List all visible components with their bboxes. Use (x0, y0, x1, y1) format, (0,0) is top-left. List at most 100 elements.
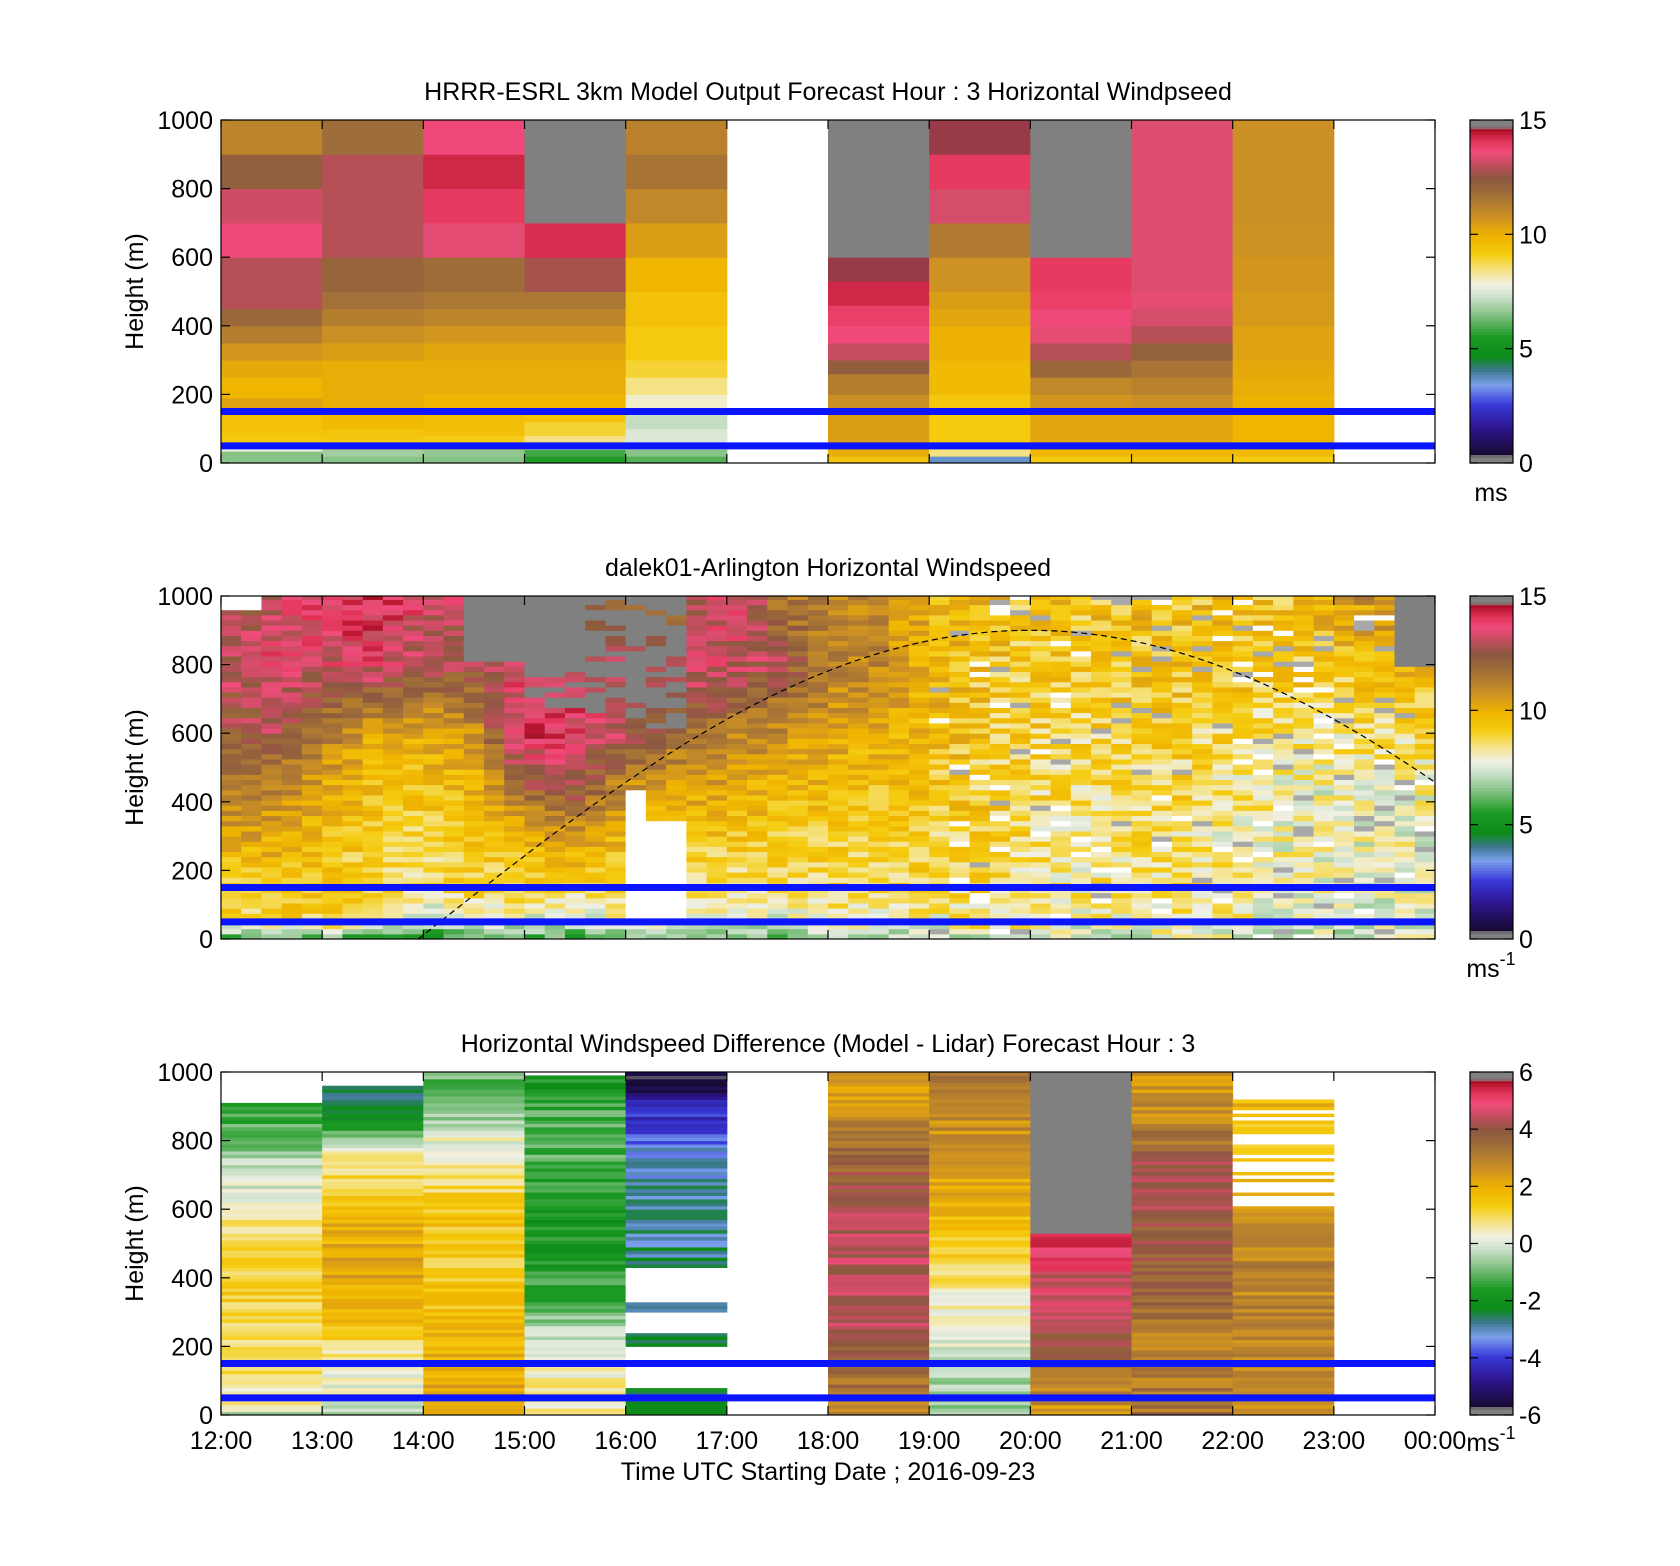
heatmap-cell (1253, 831, 1274, 837)
heatmap-cell (1030, 309, 1132, 327)
heatmap-cell (646, 800, 667, 806)
heatmap-cell (949, 872, 970, 878)
heatmap-cell (1314, 898, 1335, 904)
heatmap-cell (403, 764, 424, 770)
heatmap-cell (1030, 718, 1051, 724)
heatmap-cell (1293, 903, 1314, 909)
heatmap-cell (929, 671, 950, 677)
heatmap-cell (727, 692, 748, 698)
heatmap-cell (1233, 816, 1254, 822)
heatmap-cell (261, 610, 282, 616)
heatmap-cell (767, 610, 788, 616)
heatmap-cell (646, 810, 667, 816)
heatmap-cell (1374, 903, 1395, 909)
heatmap-cell (1374, 821, 1395, 827)
heatmap-cell (1233, 764, 1254, 770)
heatmap-cell (464, 826, 485, 832)
heatmap-cell (808, 723, 829, 729)
heatmap-cell (504, 723, 525, 729)
heatmap-cell (909, 877, 930, 883)
heatmap-cell (1395, 816, 1416, 822)
heatmap-cell (1152, 898, 1173, 904)
heatmap-cell (1415, 754, 1436, 760)
heatmap-cell (221, 599, 242, 605)
heatmap-cell (848, 671, 869, 677)
heatmap-cell (626, 1319, 728, 1323)
heatmap-cell (747, 671, 768, 677)
heatmap-cell (525, 635, 546, 641)
heatmap-cell (626, 1233, 728, 1237)
heatmap-cell (342, 790, 363, 796)
heatmap-cell (241, 677, 262, 683)
heatmap-cell (949, 867, 970, 873)
heatmap-cell (423, 1292, 525, 1296)
heatmap-cell (1212, 821, 1233, 827)
heatmap-cell (1314, 682, 1335, 688)
heatmap-cell (342, 805, 363, 811)
heatmap-cell (1212, 605, 1233, 611)
heatmap-cell (423, 718, 444, 724)
heatmap-cell (909, 671, 930, 677)
heatmap-cell (322, 929, 343, 935)
heatmap-cell (646, 599, 667, 605)
heatmap-cell (403, 867, 424, 873)
heatmap-cell (585, 810, 606, 816)
heatmap-cell (909, 831, 930, 837)
heatmap-cell (504, 810, 525, 816)
heatmap-cell (1354, 774, 1375, 780)
heatmap-cell (221, 1233, 323, 1237)
heatmap-cell (221, 1247, 323, 1251)
heatmap-cell (1212, 594, 1233, 600)
heatmap-cell (504, 656, 525, 662)
heatmap-cell (970, 723, 991, 729)
heatmap-cell (848, 908, 869, 914)
heatmap-cell (1132, 656, 1153, 662)
heatmap-cell (1374, 877, 1395, 883)
heatmap-cell (302, 795, 323, 801)
heatmap-cell (970, 599, 991, 605)
heatmap-cell (868, 867, 889, 873)
heatmap-cell (221, 1312, 323, 1316)
heatmap-cell (1395, 903, 1416, 909)
heatmap-cell (565, 877, 586, 883)
heatmap-cell (1010, 898, 1031, 904)
heatmap-cell (322, 1408, 424, 1412)
heatmap-cell (221, 1302, 323, 1306)
heatmap-cell (403, 800, 424, 806)
heatmap-cell (1415, 702, 1436, 708)
heatmap-cell (282, 841, 303, 847)
heatmap-cell (686, 697, 707, 703)
heatmap-cell (322, 257, 424, 292)
heatmap-cell (525, 1226, 627, 1230)
heatmap-cell (949, 769, 970, 775)
heatmap-cell (707, 903, 728, 909)
heatmap-cell (1334, 620, 1355, 626)
heatmap-cell (727, 707, 748, 713)
heatmap-cell (221, 1178, 323, 1182)
heatmap-cell (707, 620, 728, 626)
heatmap-cell (1314, 764, 1335, 770)
heatmap-cell (808, 661, 829, 667)
heatmap-cell (1253, 677, 1274, 683)
heatmap-cell (1212, 713, 1233, 719)
heatmap-cell (929, 846, 950, 852)
heatmap-cell (1010, 795, 1031, 801)
heatmap-cell (727, 666, 748, 672)
heatmap-cell (626, 1295, 728, 1299)
heatmap-cell (1212, 903, 1233, 909)
heatmap-cell (1010, 893, 1031, 899)
heatmap-cell (1293, 651, 1314, 657)
heatmap-cell (585, 625, 606, 631)
heatmap-cell (302, 682, 323, 688)
heatmap-cell (342, 718, 363, 724)
heatmap-cell (1415, 671, 1436, 677)
heatmap-cell (423, 620, 444, 626)
heatmap-cell (1010, 646, 1031, 652)
heatmap-cell (1030, 877, 1051, 883)
heatmap-cell (423, 697, 444, 703)
heatmap-cell (707, 718, 728, 724)
heatmap-cell (626, 898, 647, 904)
heatmap-cell (747, 594, 768, 600)
heatmap-cell (302, 718, 323, 724)
heatmap-cell (1192, 702, 1213, 708)
